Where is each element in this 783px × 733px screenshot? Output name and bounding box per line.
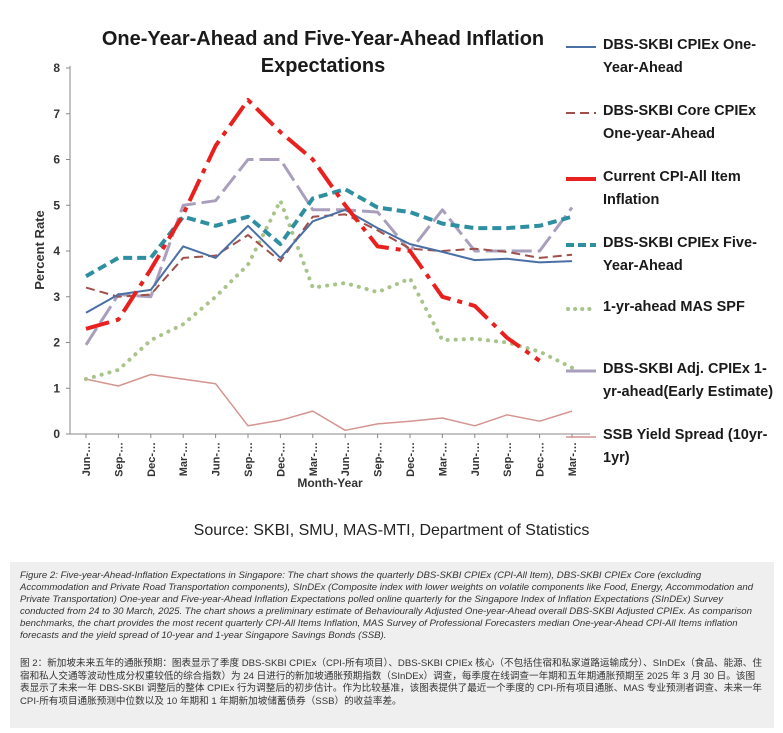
y-tick-label: 5 [53,198,60,212]
y-tick-label: 0 [53,427,60,441]
x-tick-label: Sep-… [373,442,385,477]
y-tick-label: 1 [53,381,60,395]
x-tick-label: Jun-… [211,442,223,476]
legend-swatch [566,436,596,438]
x-tick-label: Mar-… [437,442,449,476]
legend-swatch [566,369,596,373]
x-tick-label: Dec-… [146,442,158,477]
y-tick-label: 7 [53,107,60,121]
x-tick-label: Sep-… [502,442,514,477]
legend-label: DBS-SKBI CPIEx Five-Year-Ahead [603,235,757,274]
figure-caption-box: Figure 2: Five-year-Ahead-Inflation Expe… [10,562,774,728]
legend-label: DBS-SKBI CPIEx One-Year-Ahead [603,37,757,76]
series-line-0 [85,208,573,314]
series-line-4 [84,198,574,382]
x-tick-label: Jun-… [340,442,352,476]
legend-label: SSB Yield Spread (10yr-1yr) [603,427,768,466]
y-tick-label: 4 [53,244,60,258]
legend-label: Current CPI-All Item Inflation [603,169,741,208]
series-line-6 [85,373,573,432]
legend-label: 1-yr-ahead MAS SPF [603,299,745,315]
legend-swatch [566,307,598,311]
y-tick-label: 2 [53,336,60,350]
x-tick-label: Dec-… [405,442,417,477]
x-tick-label: Mar-… [178,442,190,476]
x-tick-label: Sep-… [243,442,255,477]
x-tick-label: Jun-… [470,442,482,476]
legend-swatch [566,177,596,181]
legend-swatch [566,112,596,114]
series-line-2 [85,98,541,363]
source-note: Source: SKBI, SMU, MAS-MTI, Department o… [193,522,590,539]
legend-label: DBS-SKBI Core CPIEx One-year-Ahead [603,103,757,142]
chart-title: One-Year-Ahead and Five-Year-Ahead Infla… [101,28,545,77]
chart-area: 0 1 2 3 4 5 6 7 8 Jun-… Sep-… Dec-… Mar-… Jun-… Sep-…… [32,28,774,490]
x-tick-label: Mar-… [567,442,579,476]
x-tick-label: Dec-… [535,442,547,477]
legend-swatch [566,46,596,48]
x-tick-label: Jun-… [81,442,93,476]
caption-chinese: 图 2：新加坡未来五年的通胀预期：图表显示了季度 DBS-SKBI CPIEx（… [20,658,762,707]
x-tick-label: Mar-… [308,442,320,476]
legend-swatch [566,243,596,247]
y-axis-label: Percent Rate [32,210,47,290]
series-line-5 [84,158,574,346]
y-tick-label: 8 [53,61,60,75]
y-tick-label: 3 [53,290,60,304]
x-axis-label: Month-Year [297,476,363,490]
x-tick-label: Dec-… [275,442,287,477]
line-chart: 0 1 2 3 4 5 6 7 8 Jun-… Sep-… Dec-… Mar-… Jun-… Sep-…… [53,61,590,477]
x-tick-label: Sep-… [113,442,125,477]
series-line-3 [85,187,573,278]
caption-english: Figure 2: Five-year-Ahead-Inflation Expe… [20,570,754,641]
legend-label: DBS-SKBI Adj. CPIEx 1-yr-ahead(Early Est… [603,361,774,400]
y-tick-label: 6 [53,153,60,167]
